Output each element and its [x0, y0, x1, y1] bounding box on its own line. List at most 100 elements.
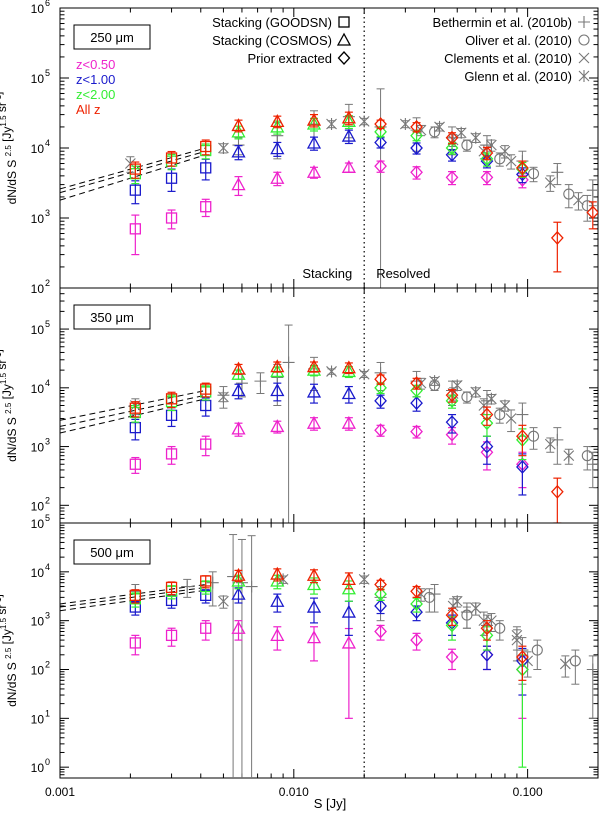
band-label-text: 500 μm: [90, 545, 134, 560]
asterisk-marker: [544, 176, 556, 189]
y-axis-label-text: dN/dS S 2.5 [Jy1.5 sr-1]: [0, 594, 19, 707]
diamond-marker: [480, 145, 494, 160]
triangle-marker: [231, 177, 246, 191]
diamond-marker: [445, 608, 459, 623]
triangle-marker: [270, 170, 285, 184]
y-axis-label-part: 1.5: [0, 115, 8, 127]
triangle-marker: [341, 110, 356, 124]
y-tick-label: 10: [31, 566, 45, 580]
square-marker: [165, 581, 178, 594]
square-marker: [338, 16, 350, 28]
y-tick-label-exp: 5: [45, 68, 50, 78]
diamond-marker: [445, 415, 459, 430]
legend-entry-label: Prior extracted: [247, 51, 332, 66]
diamond-marker: [374, 393, 387, 408]
y-tick-label-exp: 0: [45, 757, 50, 767]
asterisk-marker: [544, 438, 556, 451]
diamond-marker: [586, 205, 598, 220]
asterisk-marker: [559, 657, 571, 670]
y-tick-label-exp: 5: [45, 513, 50, 523]
triangle-marker: [306, 630, 322, 644]
plus-marker: [551, 433, 564, 446]
band-label-box: [73, 539, 151, 565]
circle-marker: [531, 644, 543, 656]
y-tick-label-exp: 6: [45, 0, 50, 8]
triangle-marker: [306, 362, 322, 376]
y-axis-label-part: dN/dS S: [5, 414, 19, 462]
diamond-marker: [410, 119, 423, 134]
diamond-marker: [374, 159, 387, 174]
triangle-marker: [306, 577, 322, 591]
y-tick-label: 10: [31, 72, 45, 86]
diamond-marker: [410, 383, 423, 398]
diamond-marker: [480, 416, 494, 431]
plus-marker: [586, 663, 598, 676]
redshift-legend-label: z<0.50: [76, 57, 115, 72]
triangle-marker: [306, 599, 322, 613]
y-tick-label-exp: 5: [45, 319, 50, 329]
y-tick-label-exp: 3: [45, 208, 50, 218]
circle-marker: [494, 153, 506, 165]
plus-marker: [254, 375, 267, 388]
y-axis-label-part: [Jy: [0, 384, 14, 403]
x-tick-label: 0.001: [45, 785, 75, 799]
asterisk-marker: [470, 385, 482, 398]
circle-marker: [494, 622, 506, 634]
square-marker: [200, 140, 212, 153]
diamond-marker: [445, 130, 459, 145]
plus-marker: [245, 580, 258, 593]
y-tick-label: 10: [31, 517, 45, 531]
square-marker: [200, 622, 212, 634]
triangle-marker: [306, 384, 322, 398]
y-tick-label-exp: 4: [45, 138, 50, 148]
asterisk-marker: [499, 145, 511, 158]
asterisk-marker: [358, 115, 370, 128]
triangle-marker: [270, 383, 285, 397]
y-tick-label-exp: 4: [45, 378, 50, 388]
y-axis-label-part: -1: [0, 94, 3, 102]
asterisk-marker: [218, 142, 229, 154]
diamond-marker: [480, 170, 494, 185]
triangle-marker: [231, 620, 246, 634]
triangle-marker: [341, 128, 356, 142]
y-tick-label: 10: [31, 212, 45, 226]
power-law-dashed-line: [60, 398, 206, 434]
asterisk-marker: [470, 131, 482, 144]
square-marker: [165, 448, 178, 460]
y-tick-label: 10: [31, 712, 45, 726]
asterisk-marker: [434, 120, 445, 133]
stacking-region-label: Stacking: [302, 266, 352, 281]
y-tick-label-exp: 1: [45, 708, 50, 718]
plus-marker: [282, 356, 295, 369]
legend-ref-label: Glenn et al. (2010): [464, 69, 572, 84]
square-marker: [129, 458, 141, 470]
triangle-marker: [270, 114, 285, 128]
band-label-box: [73, 24, 151, 50]
diamond-marker: [445, 393, 459, 408]
triangle-marker: [231, 421, 246, 435]
triangle-marker: [306, 359, 322, 373]
y-axis-label-part: 1.5: [0, 617, 8, 629]
diamond-marker: [410, 633, 423, 648]
triangle-marker: [270, 628, 285, 642]
diamond-marker: [410, 128, 423, 143]
triangle-marker: [270, 359, 285, 373]
diamond-marker: [374, 124, 387, 139]
triangle-marker: [306, 116, 322, 130]
y-tick-label: 10: [31, 2, 45, 16]
y-axis-label-part: ]: [0, 92, 4, 95]
redshift-legend-label: All z: [76, 102, 101, 117]
triangle-marker: [306, 112, 322, 126]
redshift-legend-label: z<1.00: [76, 72, 115, 87]
y-axis-label-part: sr: [0, 102, 9, 115]
y-tick-label-exp: 4: [45, 562, 50, 572]
triangle-marker: [306, 567, 322, 581]
asterisk-marker: [326, 365, 337, 378]
square-marker: [129, 589, 141, 601]
triangle-marker: [231, 361, 246, 375]
diamond-marker: [410, 596, 423, 611]
asterisk-marker: [358, 368, 370, 381]
square-marker: [129, 163, 141, 175]
circle-marker: [578, 34, 590, 46]
asterisk-marker: [470, 602, 482, 615]
